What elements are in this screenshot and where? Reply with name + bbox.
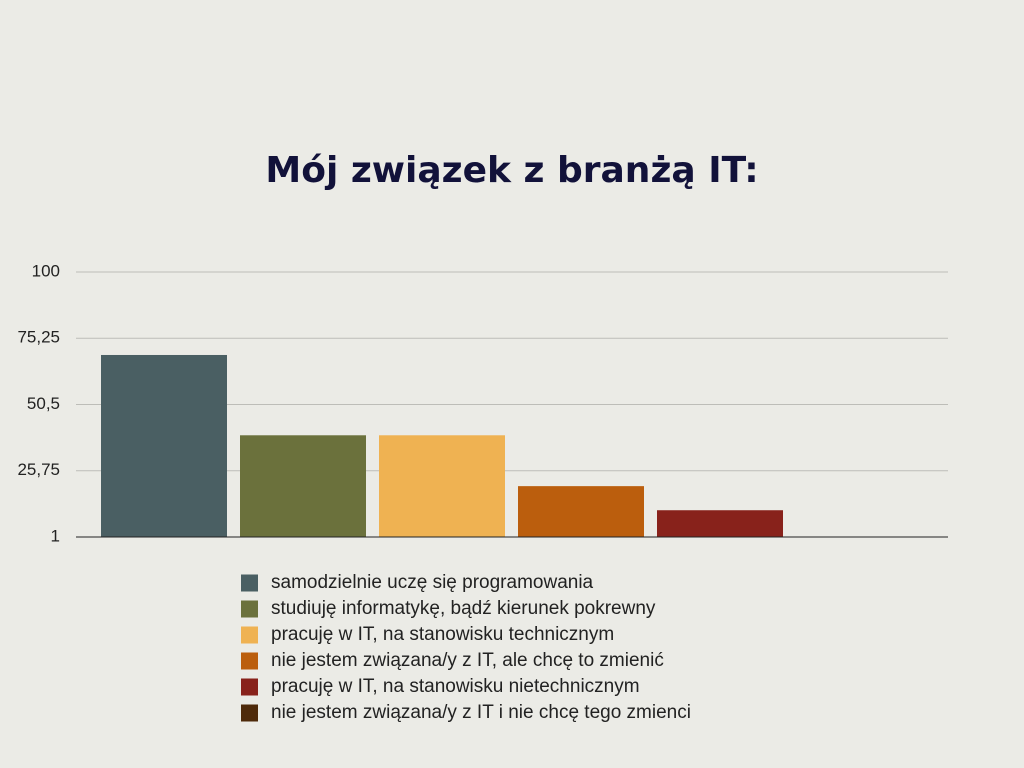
- legend-label: pracuję w IT, na stanowisku nietechniczn…: [271, 676, 640, 697]
- legend-swatch: [241, 678, 258, 696]
- bar: [518, 486, 644, 537]
- legend-swatch: [241, 600, 258, 618]
- legend-swatch: [241, 626, 258, 644]
- legend-swatch: [241, 652, 258, 670]
- legend-swatch: [241, 704, 258, 722]
- legend-label: nie jestem związana/y z IT, ale chcę to …: [271, 650, 664, 671]
- chart-title: Mój związek z branżą IT:: [265, 150, 758, 191]
- legend-label: pracuję w IT, na stanowisku technicznym: [271, 624, 614, 645]
- bar: [101, 354, 227, 537]
- bar: [657, 510, 783, 537]
- y-tick-label: 50,5: [27, 394, 60, 413]
- bar: [240, 435, 366, 537]
- y-tick-label: 1: [51, 526, 60, 545]
- legend-label: samodzielnie uczę się programowania: [271, 572, 594, 593]
- legend-swatch: [241, 574, 258, 592]
- legend-label: studiuję informatykę, bądź kierunek pokr…: [271, 598, 656, 619]
- bar: [379, 435, 505, 537]
- y-tick-label: 100: [32, 261, 60, 280]
- legend-label: nie jestem związana/y z IT i nie chcę te…: [271, 702, 691, 723]
- y-tick-label: 25,75: [17, 460, 60, 479]
- y-tick-label: 75,25: [17, 328, 60, 347]
